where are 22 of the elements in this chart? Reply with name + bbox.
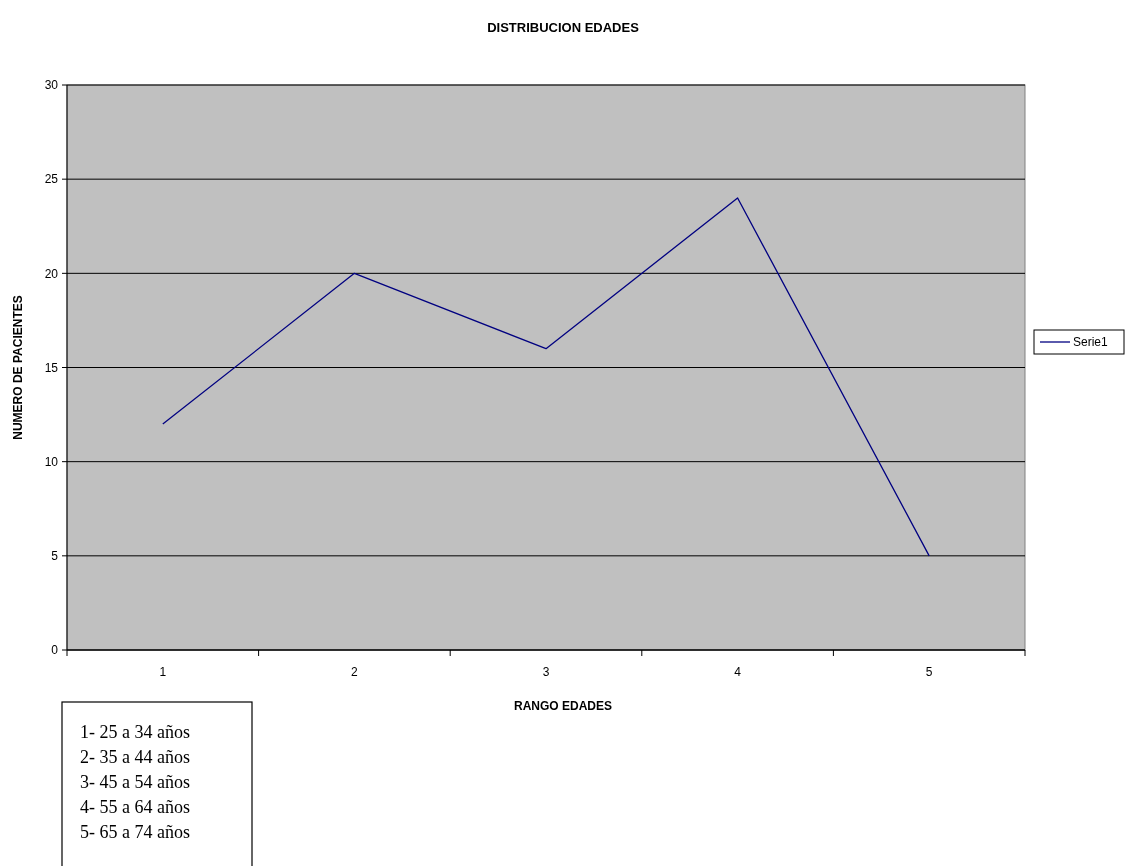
y-tick-label: 25 [44, 172, 59, 187]
x-tick-label: 4 [734, 665, 742, 679]
x-tick-label: 2 [351, 665, 359, 679]
y-tick-label: 20 [44, 266, 59, 281]
text: 5- 65 a 74 años [80, 822, 190, 842]
x-tick-label: 1 [159, 665, 167, 679]
x-tick-label: 5 [925, 665, 933, 679]
x-axis-title: RANGO EDADES [513, 699, 613, 713]
text: 2- 35 a 44 años [80, 747, 190, 767]
y-axis-title: NUMERO DE PACIENTES [11, 295, 25, 440]
y-tick-label: 10 [44, 454, 59, 469]
x-tick-label: 3 [542, 665, 550, 679]
y-tick-label: 5 [51, 549, 59, 564]
line-series [162, 197, 930, 557]
text: 3- 45 a 54 años [80, 772, 190, 792]
chart-title: DISTRIBUCION EDADES [487, 20, 640, 35]
legend-label: Serie1 [1073, 335, 1109, 350]
y-tick-label: 30 [44, 78, 59, 93]
y-tick-label: 0 [51, 643, 59, 658]
text: 1- 25 a 34 años [80, 722, 190, 742]
y-tick-label: 15 [44, 360, 59, 375]
text: 4- 55 a 64 años [80, 797, 190, 817]
